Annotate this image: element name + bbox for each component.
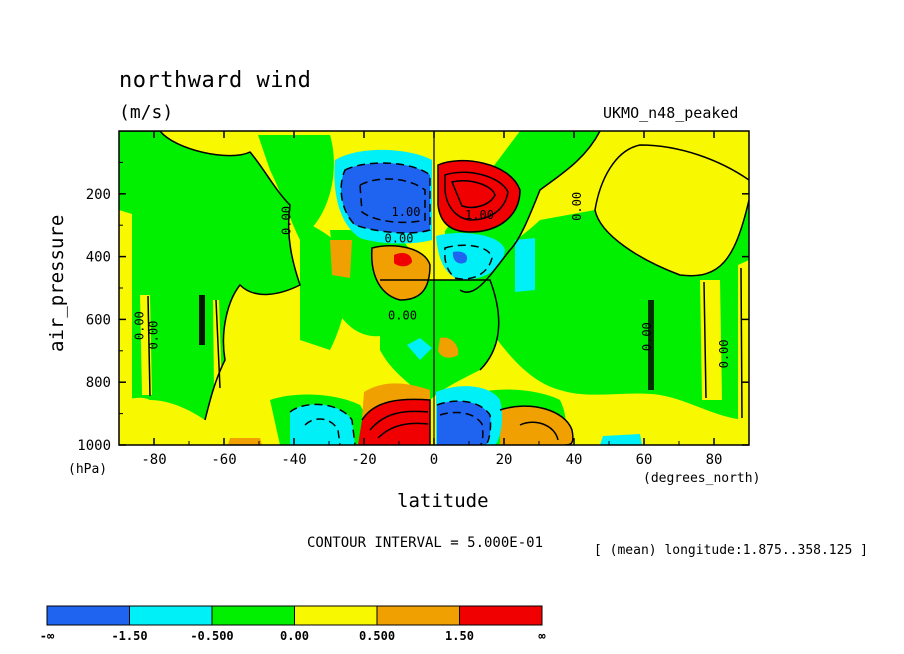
colorbar-swatch-yellow bbox=[294, 605, 378, 626]
units-label: (m/s) bbox=[119, 102, 174, 123]
x-tick-label: -60 bbox=[211, 452, 236, 468]
y-unit-label: (hPa) bbox=[68, 462, 108, 477]
contour-label: 0.00 bbox=[388, 308, 417, 322]
contour-label: 0.00 bbox=[640, 322, 654, 351]
southern-contour-line bbox=[199, 295, 205, 345]
south-orange-patch-1 bbox=[330, 240, 352, 278]
north-upper-red-core bbox=[438, 160, 520, 232]
colorbar-swatch-red bbox=[459, 605, 543, 626]
contour-label: 0.00 bbox=[717, 339, 731, 368]
model-label: UKMO_n48_peaked bbox=[603, 104, 739, 122]
colorbar-swatch-blue bbox=[46, 605, 130, 626]
colorbar-swatch-cyan bbox=[129, 605, 213, 626]
contour-labels: 0.00 0.000.00 1.000.001.000.000.000.000.00 bbox=[133, 192, 732, 368]
south-mid-red-core bbox=[394, 253, 412, 267]
contour-label: 0.00 bbox=[385, 231, 414, 245]
colorbar-label: 0.500 bbox=[359, 629, 395, 643]
x-tick-label: 60 bbox=[636, 452, 653, 468]
contour-label: 0.00 bbox=[147, 321, 161, 350]
north-lower-cyan-strip bbox=[600, 434, 642, 445]
x-tick-label: 0 bbox=[430, 452, 438, 468]
south-lower-orange-strip bbox=[228, 438, 262, 445]
colorbar-label: -0.500 bbox=[190, 629, 233, 643]
colorbar: -∞ -1.50 -0.500 0.00 0.500 1.50 ∞ bbox=[40, 605, 546, 643]
x-tick-label: -40 bbox=[281, 452, 306, 468]
north-mid-blue-core bbox=[452, 251, 468, 264]
y-tick-label: 600 bbox=[86, 312, 111, 328]
contour-label: 0.00 bbox=[280, 206, 294, 235]
y-tick-label: 800 bbox=[86, 375, 111, 391]
contour-lines bbox=[119, 131, 749, 445]
north-lower-blue-core bbox=[437, 401, 491, 445]
south-mid-orange-cell bbox=[371, 245, 430, 300]
x-tick-label: 80 bbox=[706, 452, 723, 468]
central-orange-patch bbox=[438, 337, 459, 358]
south-pole-yellow-strip bbox=[119, 210, 132, 400]
colorbar-label: -1.50 bbox=[111, 629, 147, 643]
contour-label: 0.00 bbox=[133, 311, 147, 340]
x-tick-label: 40 bbox=[566, 452, 583, 468]
northern-contour-line bbox=[648, 300, 654, 390]
y-tick-label: 1000 bbox=[77, 438, 111, 454]
southern-green-region bbox=[119, 131, 300, 420]
contour-label: 1.00 bbox=[392, 205, 421, 219]
mean-longitude-note: [ (mean) longitude:1.875..358.125 ] bbox=[594, 543, 868, 558]
colorbar-label: 1.50 bbox=[445, 629, 474, 643]
filled-contours bbox=[119, 131, 749, 445]
contour-label: 0.00 bbox=[570, 192, 584, 221]
central-green-band bbox=[380, 280, 499, 400]
north-mid-cyan-cell bbox=[436, 232, 505, 280]
colorbar-swatch-orange bbox=[376, 605, 460, 626]
colorbar-label: ∞ bbox=[538, 629, 546, 643]
central-cyan-patch bbox=[407, 338, 432, 360]
colorbar-swatch-green bbox=[211, 605, 295, 626]
north-pole-yellow-strip bbox=[738, 260, 749, 420]
colorbar-label: -∞ bbox=[40, 629, 55, 643]
x-tick-label: 20 bbox=[496, 452, 513, 468]
y-tick-label: 400 bbox=[86, 250, 111, 266]
south-upper-blue-core bbox=[341, 163, 430, 233]
south-upper-green-tongue bbox=[258, 135, 334, 240]
northern-green-region bbox=[470, 200, 749, 420]
chart-title: northward wind bbox=[119, 68, 312, 93]
y-axis-ticks: 200 400 600 800 1000 bbox=[77, 161, 749, 454]
colorbar-label: 0.00 bbox=[280, 629, 309, 643]
x-tick-label: -80 bbox=[141, 452, 166, 468]
x-axis-label: latitude bbox=[397, 490, 489, 512]
x-unit-label: (degrees_north) bbox=[643, 471, 761, 486]
contour-interval-label: CONTOUR INTERVAL = 5.000E-01 bbox=[307, 535, 544, 551]
x-axis-ticks: -80 -60 -40 -20 0 20 40 60 80 bbox=[118, 131, 750, 468]
north-lower-orange-cell bbox=[500, 406, 573, 445]
x-tick-label: -20 bbox=[351, 452, 376, 468]
contour-label: 1.00 bbox=[465, 208, 494, 222]
north-cyan-patch bbox=[515, 238, 535, 292]
y-tick-label: 200 bbox=[86, 187, 111, 203]
north-upper-yellow bbox=[595, 131, 749, 210]
